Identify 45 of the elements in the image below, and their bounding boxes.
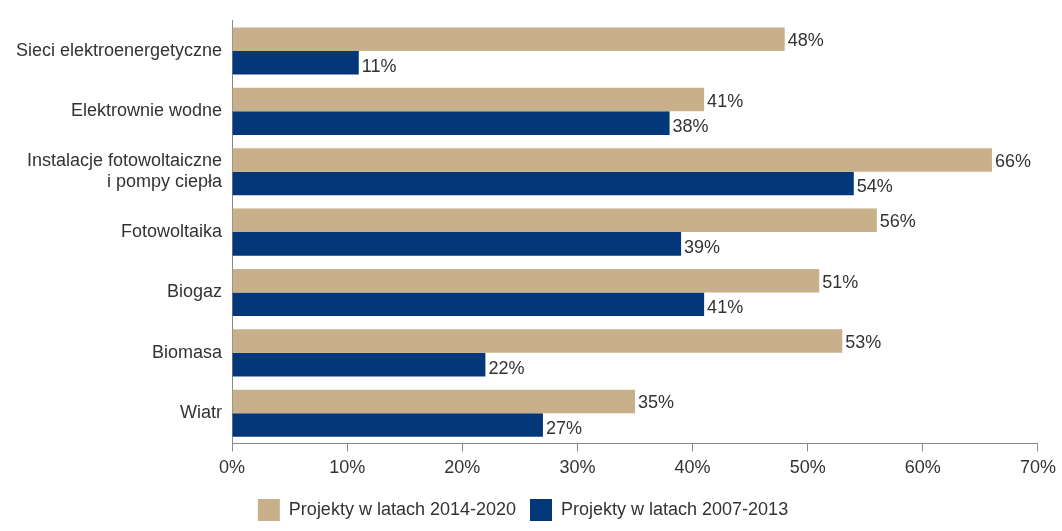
data-label: 41% <box>707 297 744 318</box>
data-label: 56% <box>879 211 916 232</box>
y-tick-label: Biomasa <box>152 341 224 362</box>
data-label: 38% <box>672 116 709 137</box>
bar <box>232 352 486 377</box>
legend-label: Projekty w latach 2014-2020 <box>288 498 516 519</box>
x-tick-label: 0% <box>219 457 246 478</box>
y-tick-label: Biogaz <box>167 281 223 302</box>
data-label: 41% <box>707 90 744 111</box>
bar <box>232 268 820 293</box>
legend-label: Projekty w latach 2007-2013 <box>561 498 789 519</box>
bar <box>232 389 636 414</box>
data-label: 27% <box>545 417 582 438</box>
x-tick-label: 20% <box>444 457 481 478</box>
x-tick-label: 10% <box>329 457 366 478</box>
y-tick-label: Instalacje fotowoltaiczne i pompy ciepła <box>27 149 224 192</box>
bar <box>232 208 877 233</box>
data-label: 22% <box>488 357 525 378</box>
x-tick-label: 40% <box>674 457 711 478</box>
bar <box>232 292 705 317</box>
data-label: 66% <box>994 150 1031 171</box>
data-label: 53% <box>845 332 882 353</box>
data-label: 48% <box>787 30 824 51</box>
y-tick-label: Sieci elektroenergetyczne <box>15 39 223 60</box>
bar <box>232 413 543 437</box>
y-tick-label: Elektrownie wodne <box>71 100 223 121</box>
x-tick-label: 50% <box>789 457 826 478</box>
bar <box>232 87 705 112</box>
x-tick-label: 70% <box>1019 457 1056 478</box>
bar <box>232 27 785 51</box>
x-tick-label: 30% <box>559 457 596 478</box>
data-label: 39% <box>684 236 721 257</box>
y-tick-label: Wiatr <box>180 402 223 423</box>
bar <box>232 111 670 135</box>
bar <box>232 171 854 196</box>
data-label: 11% <box>361 55 397 76</box>
x-tick-label: 60% <box>904 457 941 478</box>
data-label: 35% <box>638 392 675 413</box>
data-label: 51% <box>822 271 859 292</box>
bar <box>232 232 682 256</box>
bar <box>232 329 843 353</box>
y-tick-label: Fotowoltaika <box>121 221 224 242</box>
data-label: 54% <box>856 176 893 197</box>
bar <box>232 50 359 75</box>
bar <box>232 148 992 172</box>
